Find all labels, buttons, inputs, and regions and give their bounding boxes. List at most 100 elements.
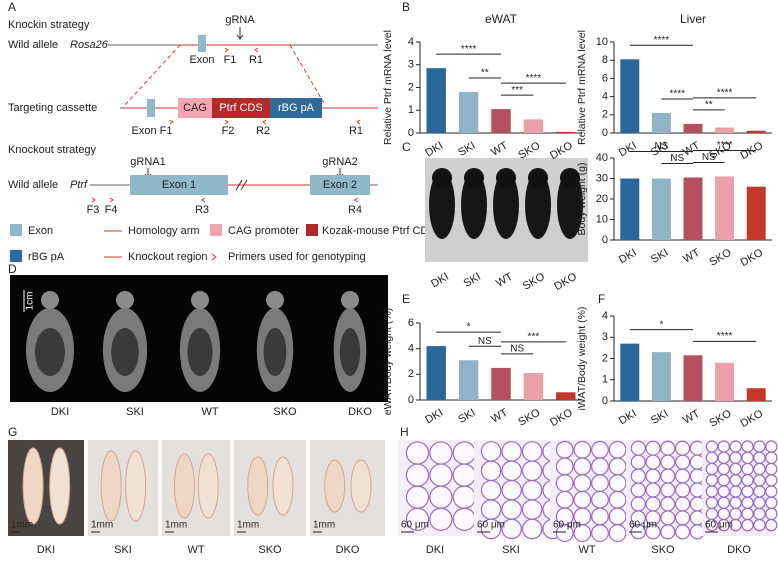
cell: [660, 524, 676, 540]
x-tick-label: SKO: [707, 247, 734, 269]
cell: [717, 440, 730, 453]
y-tick-label: 8: [602, 54, 608, 66]
significance-label: NS: [702, 152, 716, 163]
cell: [480, 479, 502, 501]
cell: [660, 482, 676, 498]
cell: [573, 440, 592, 459]
scale-label: 60 μm: [401, 520, 429, 531]
legend-swatch: [10, 250, 22, 262]
label: Wild allele: [8, 179, 58, 191]
label: Wild allele: [8, 39, 58, 51]
x-tick-label: DKI: [423, 407, 445, 427]
significance-label: ****: [654, 35, 670, 46]
significance-label: ****: [461, 44, 477, 55]
x-tick-label: SKO: [707, 408, 734, 430]
y-tick-label: 2: [602, 352, 608, 364]
y-tick-label: 0: [408, 394, 414, 406]
cell: [705, 462, 719, 476]
cell: [765, 462, 778, 476]
photo-label: WT: [494, 271, 515, 290]
cell: [608, 490, 627, 509]
cell: [521, 518, 543, 540]
cell: [717, 507, 730, 521]
mri-core: [111, 328, 139, 376]
legend-swatch: [10, 224, 22, 236]
y-tick-label: 4: [602, 310, 608, 322]
tissue: [49, 447, 71, 525]
break-mark: [235, 179, 248, 191]
cell: [675, 440, 691, 456]
x-tick-label: DKI: [423, 140, 445, 160]
cell: [591, 507, 609, 526]
mri-head: [266, 291, 284, 309]
significance-label: **: [705, 100, 713, 111]
cell: [521, 460, 543, 482]
photo-label: SKO: [258, 544, 282, 556]
label: rBG pA: [278, 102, 315, 114]
photo-label: DKO: [727, 544, 751, 556]
tissue: [125, 450, 147, 522]
cell: [608, 440, 627, 459]
panel-letter: G: [8, 425, 17, 439]
y-tick-label: 4: [602, 91, 608, 103]
significance-label: ****: [717, 140, 733, 151]
cell: [573, 490, 592, 509]
cell: [501, 499, 522, 520]
cell: [765, 440, 778, 453]
cell: [705, 485, 719, 498]
exon-box: [310, 175, 370, 195]
dashed-guide: [124, 44, 326, 106]
bar: [491, 109, 511, 133]
label: R1: [349, 125, 363, 137]
label: R1: [249, 54, 263, 66]
cell: [753, 518, 766, 532]
cell: [753, 485, 766, 498]
label: Knockout strategy: [8, 144, 97, 156]
cds-box: [212, 98, 270, 118]
bar: [556, 392, 576, 400]
scale-label: 1mm: [11, 520, 33, 531]
cell: [675, 496, 691, 512]
mri-head: [341, 291, 359, 309]
y-tick-label: 1: [408, 104, 414, 116]
legend-swatch: [211, 253, 217, 261]
cell: [705, 451, 719, 465]
cell: [630, 468, 646, 484]
chart-title: Liver: [680, 12, 706, 26]
cell: [555, 490, 574, 509]
y-tick-label: 0: [602, 127, 608, 139]
cell: [645, 496, 661, 512]
cell: [501, 479, 522, 501]
photo: [234, 440, 306, 536]
cell: [705, 507, 719, 521]
legend-label: Primers used for genotyping: [228, 251, 366, 263]
x-tick-label: DKI: [617, 408, 639, 428]
panel-letter: H: [400, 425, 409, 439]
legend-swatch: [306, 224, 318, 236]
mouse: [493, 171, 519, 239]
panel-letter: B: [402, 0, 410, 14]
y-tick-label: 4: [408, 343, 414, 355]
label: Ptrf: [70, 179, 88, 191]
y-tick-label: 40: [596, 152, 608, 164]
y-tick-label: 3: [602, 331, 608, 343]
x-tick-label: WT: [489, 140, 510, 159]
x-tick-label: DKO: [739, 408, 766, 431]
photo-label: DKO: [348, 406, 372, 418]
scale-label: 60 μm: [477, 520, 505, 531]
cell: [591, 474, 609, 493]
label: Targeting cassette: [8, 102, 97, 114]
bar: [426, 346, 446, 400]
cell: [591, 457, 609, 476]
cell: [717, 518, 730, 532]
mri-head: [116, 291, 134, 309]
bar: [746, 130, 766, 133]
cell: [765, 485, 778, 498]
photo-label: SKI: [462, 271, 483, 290]
cell: [645, 482, 661, 498]
bar: [715, 176, 735, 240]
x-tick-label: DKO: [739, 247, 766, 270]
cell: [753, 440, 766, 453]
label: Exon F1: [132, 125, 173, 137]
cell: [675, 482, 691, 498]
